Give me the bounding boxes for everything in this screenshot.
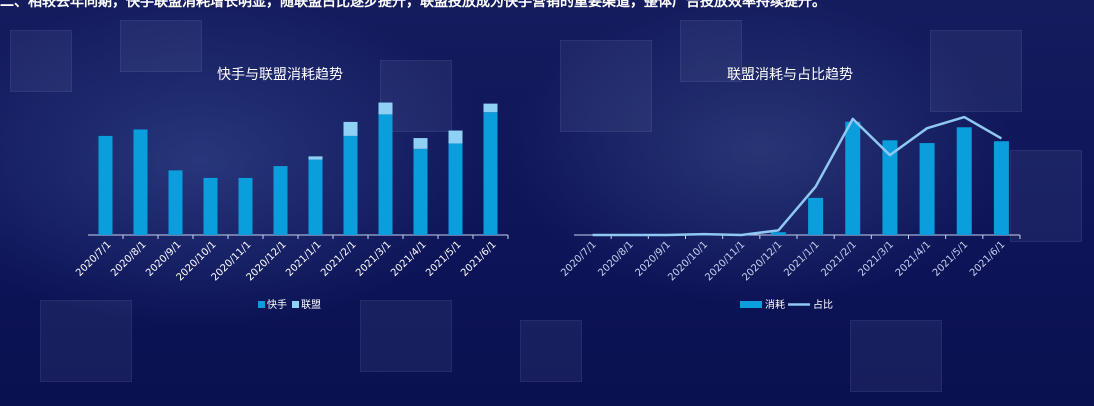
chart2-tick-label: 2020/12/1 bbox=[740, 239, 784, 283]
chart1-bar-kuaishou bbox=[273, 166, 288, 235]
chart2-bar-consumption bbox=[919, 143, 935, 235]
chart1-bar-kuaishou bbox=[308, 159, 323, 235]
chart2-bar-consumption bbox=[882, 140, 898, 235]
chart1-bar-kuaishou bbox=[238, 177, 253, 235]
chart2-tick-label: 2020/7/1 bbox=[559, 239, 599, 279]
chart1-bar-kuaishou bbox=[483, 112, 498, 235]
chart2-tick-label: 2021/5/1 bbox=[931, 239, 971, 279]
chart2-bar-consumption bbox=[993, 141, 1009, 235]
chart2-legend-label-consumption: 消耗 bbox=[765, 298, 785, 311]
chart1-bar-kuaishou bbox=[98, 135, 113, 235]
chart2-legend-label-ratio: 占比 bbox=[813, 298, 833, 311]
chart2-bar-consumption bbox=[808, 197, 824, 235]
chart1-bar-lianmeng bbox=[413, 138, 428, 149]
chart1-bar-lianmeng bbox=[483, 103, 498, 113]
chart2-tick-label: 2021/3/1 bbox=[856, 239, 896, 279]
chart2-tick-label: 2021/2/1 bbox=[819, 239, 859, 279]
chart2-tick-label: 2021/6/1 bbox=[968, 239, 1008, 279]
chart2-legend-swatch-consumption bbox=[740, 301, 762, 308]
chart2-bar-consumption bbox=[956, 127, 972, 235]
chart2-tick-label: 2020/8/1 bbox=[596, 239, 636, 279]
chart1-legend-label-lianmeng: 联盟 bbox=[301, 299, 321, 311]
chart1-bar-kuaishou bbox=[203, 177, 218, 235]
chart2-bar-consumption bbox=[845, 121, 861, 235]
chart1-bar-lianmeng bbox=[343, 121, 358, 136]
chart1-bar-kuaishou bbox=[168, 170, 183, 235]
chart1-bar-kuaishou bbox=[378, 114, 393, 235]
chart1-bar-kuaishou bbox=[343, 135, 358, 235]
chart1-bar-lianmeng bbox=[448, 130, 463, 144]
header-text: 二、相较去年同期，快手联盟消耗增长明显，随联盟占比逐步提升，联盟投放成为快手营销… bbox=[0, 0, 826, 10]
chart1-legend-swatch-lianmeng bbox=[292, 301, 299, 308]
chart2-tick-label: 2020/9/1 bbox=[633, 239, 673, 279]
chart2-title: 联盟消耗与占比趋势 bbox=[727, 67, 853, 83]
chart2-tick-label: 2021/1/1 bbox=[782, 239, 822, 279]
chart1-bar-kuaishou bbox=[133, 129, 148, 235]
chart1-legend-swatch-kuaishou bbox=[258, 301, 265, 308]
chart2-line-ratio bbox=[592, 115, 1003, 237]
chart1-bar-lianmeng bbox=[378, 102, 393, 115]
chart1-legend-label-kuaishou: 快手 bbox=[267, 298, 287, 311]
chart1-bar-kuaishou bbox=[413, 148, 428, 235]
chart1-title: 快手与联盟消耗趋势 bbox=[217, 67, 343, 83]
chart2-bar-consumption bbox=[770, 232, 786, 235]
chart1-bar-lianmeng bbox=[308, 156, 323, 160]
chart1-bar-kuaishou bbox=[448, 143, 463, 235]
chart2-tick-label: 2021/4/1 bbox=[894, 239, 934, 279]
